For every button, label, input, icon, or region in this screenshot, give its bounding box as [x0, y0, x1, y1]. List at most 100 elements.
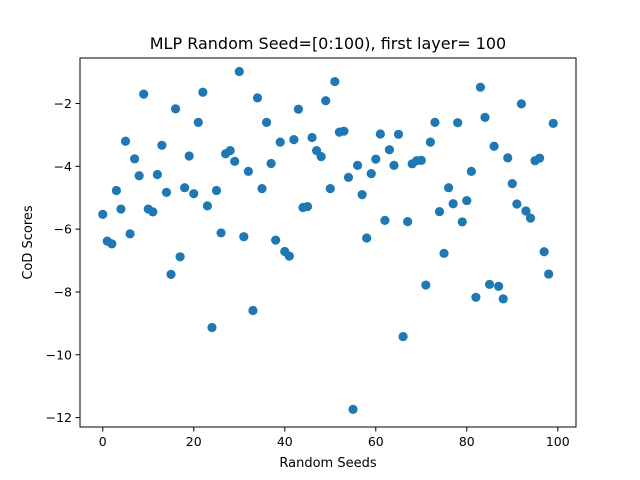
data-point [161, 187, 172, 198]
data-point [198, 87, 208, 97]
data-point [535, 153, 545, 163]
data-point [439, 248, 449, 258]
data-point [330, 76, 340, 87]
data-point [243, 166, 253, 176]
data-point [457, 217, 467, 227]
y-tick-label: −2 [54, 96, 72, 111]
data-point [348, 404, 358, 415]
data-point [375, 129, 385, 139]
data-point [139, 89, 149, 99]
data-point [525, 213, 536, 223]
data-point [316, 152, 326, 162]
data-point [362, 233, 372, 243]
data-point [384, 145, 395, 155]
data-point [471, 292, 481, 302]
data-point [207, 322, 217, 333]
data-point [180, 183, 190, 193]
data-point [248, 305, 258, 316]
x-tick-label: 100 [546, 434, 570, 449]
data-point [507, 179, 517, 189]
data-point [371, 154, 381, 164]
data-point [516, 99, 526, 109]
data-point [489, 141, 499, 151]
y-tick-label: −8 [54, 284, 72, 299]
y-axis-ticks: −12 −10 −8 −6 −4 −2 [46, 96, 80, 425]
data-point [302, 201, 313, 212]
x-tick-label: 0 [99, 434, 107, 449]
data-point [443, 183, 454, 193]
data-point [307, 132, 317, 143]
data-point [393, 129, 404, 139]
x-tick-label: 60 [368, 434, 384, 449]
data-point [202, 201, 213, 211]
data-point [434, 206, 445, 217]
x-tick-label: 40 [277, 434, 293, 449]
data-point [271, 235, 281, 245]
data-point [184, 151, 194, 161]
data-point [343, 172, 354, 182]
data-point [466, 166, 476, 176]
data-point [339, 126, 349, 136]
data-point [521, 206, 531, 216]
data-point [539, 247, 549, 257]
data-point [425, 137, 435, 147]
data-point [266, 158, 276, 169]
data-point [289, 135, 299, 145]
data-point [430, 117, 440, 127]
y-tick-label: −12 [46, 410, 72, 425]
data-point [398, 331, 408, 342]
x-tick-label: 20 [186, 434, 202, 449]
data-point [321, 96, 331, 106]
chart-title: MLP Random Seed=[0:100), first layer= 10… [150, 34, 506, 53]
data-point [284, 251, 294, 261]
data-point [261, 117, 272, 127]
data-point [252, 93, 263, 103]
data-point [257, 184, 267, 194]
y-axis-label: CoD Scores [21, 205, 36, 280]
y-tick-label: −10 [46, 347, 72, 362]
data-point [216, 228, 226, 238]
data-point [421, 280, 431, 290]
data-point [120, 136, 131, 146]
data-point [107, 239, 117, 249]
data-point [275, 137, 285, 147]
data-point [116, 204, 126, 214]
y-tick-label: −4 [54, 159, 72, 174]
data-point [462, 195, 472, 206]
y-tick-label: −6 [54, 222, 72, 237]
data-point [494, 281, 504, 291]
data-point [366, 168, 376, 179]
data-point [403, 217, 413, 227]
x-axis-label: Random Seeds [279, 456, 376, 471]
data-point [380, 215, 390, 225]
data-point [512, 199, 522, 209]
data-point [166, 269, 176, 279]
data-point [130, 154, 140, 164]
data-point [230, 156, 240, 166]
data-point [189, 189, 199, 199]
data-point [448, 199, 458, 209]
data-point [170, 104, 181, 114]
data-point [453, 118, 463, 128]
data-point [480, 112, 490, 122]
data-point [175, 252, 185, 262]
data-point [498, 294, 508, 304]
data-points [98, 66, 558, 415]
data-point [484, 279, 495, 290]
data-point [225, 146, 235, 156]
data-point [357, 190, 367, 200]
data-point [503, 153, 513, 163]
data-point [475, 82, 486, 92]
data-point [544, 269, 554, 279]
data-point [293, 104, 304, 114]
x-axis-ticks: 0 20 40 60 80 100 [99, 427, 570, 449]
data-point [325, 184, 335, 194]
data-point [98, 209, 108, 219]
data-point [211, 185, 222, 196]
x-tick-label: 80 [459, 434, 475, 449]
data-point [134, 171, 144, 181]
data-point [157, 140, 167, 150]
data-point [416, 155, 426, 165]
